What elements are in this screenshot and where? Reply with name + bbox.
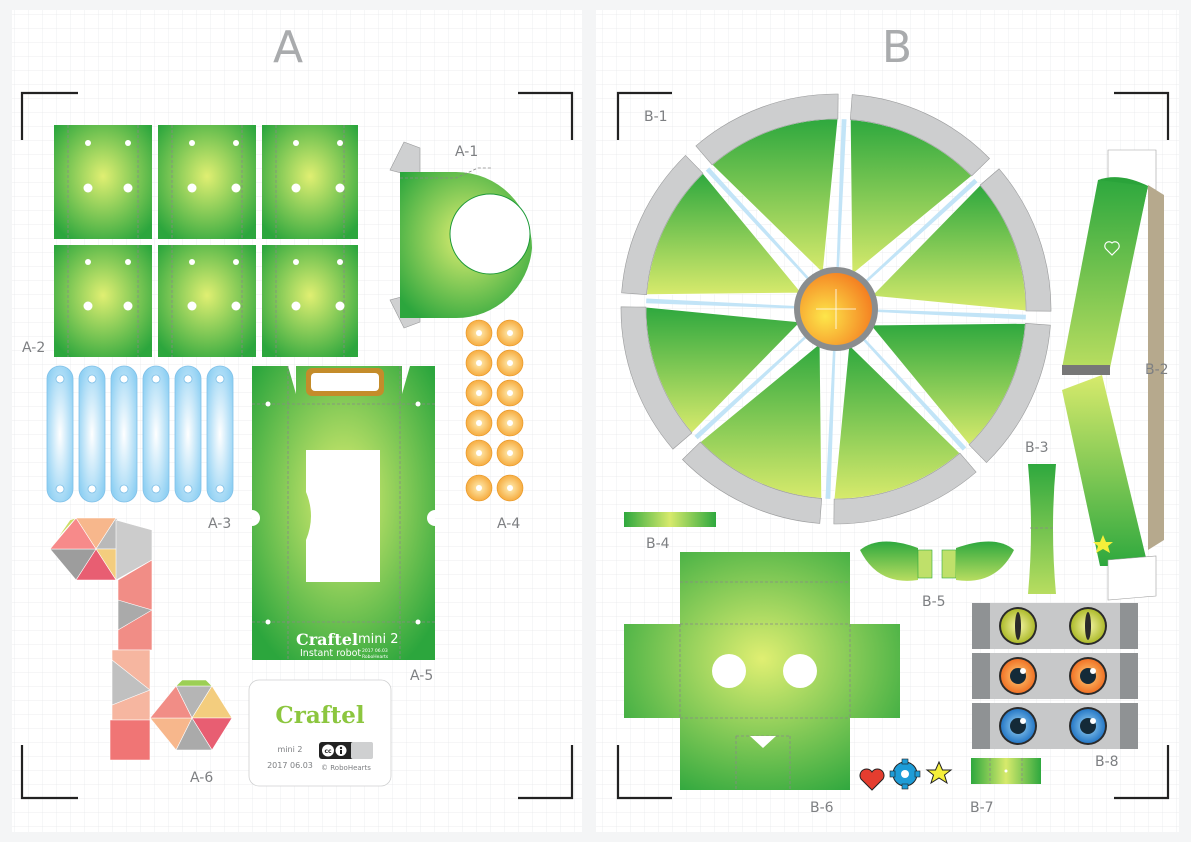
label-b6: B-6 <box>810 800 834 816</box>
label-b7: B-7 <box>970 800 994 816</box>
part-a3-straps <box>46 365 234 503</box>
fan-gap <box>705 167 812 282</box>
fan-gap <box>694 333 809 440</box>
label-a2: A-2 <box>22 340 45 356</box>
fan-blade-tab <box>968 322 1051 463</box>
blue-eyes <box>972 703 1138 749</box>
star-icon <box>925 760 953 785</box>
fan-blade-tab <box>833 452 977 525</box>
fan-blade-tab <box>979 168 1052 312</box>
gear-icon <box>889 758 921 790</box>
fan-blade-tab <box>682 441 823 524</box>
card-license: © RoboHearts <box>321 764 371 772</box>
fan-blade-tab <box>621 155 704 296</box>
body-maker: RoboHearts <box>362 654 389 660</box>
fan-blade-tab <box>620 306 693 450</box>
star-icon <box>1093 535 1113 553</box>
body-tagline: Instant robot <box>300 648 361 659</box>
label-b4: B-4 <box>646 536 670 552</box>
orange-eyes <box>972 653 1138 699</box>
body-brand: Craftel <box>296 630 358 649</box>
fan-blade-tab <box>695 93 839 166</box>
fan-gap <box>873 309 1026 320</box>
stickers <box>859 758 953 791</box>
label-b8: B-8 <box>1095 754 1119 770</box>
label-a5: A-5 <box>410 668 433 684</box>
credit-card: Craftel mini 2 2017 06.03 cc © RoboHeart… <box>248 679 392 787</box>
fan-gap <box>646 298 799 309</box>
heart-outline-icon <box>1104 241 1120 256</box>
part-b6-head <box>624 552 900 790</box>
label-a4: A-4 <box>497 516 520 532</box>
sheet-b-title: B <box>882 22 912 73</box>
registration-marks-a <box>20 91 574 800</box>
part-b5-ears <box>860 541 1014 581</box>
svg-text:cc: cc <box>324 748 332 755</box>
card-model: mini 2 <box>278 745 303 754</box>
card-date: 2017 06.03 <box>267 761 313 770</box>
fan-blade-tab <box>849 94 990 177</box>
body-model: mini 2 <box>358 632 399 647</box>
cc-by-icon: cc <box>319 742 373 759</box>
part-b8-eyes <box>972 603 1138 749</box>
fan-gap <box>836 119 847 272</box>
label-b2: B-2 <box>1145 362 1169 378</box>
sheet-b: B B-1 B-2 <box>596 10 1179 832</box>
label-a3: A-3 <box>208 516 231 532</box>
part-b3 <box>1028 464 1056 594</box>
label-b5: B-5 <box>922 594 946 610</box>
label-b1: B-1 <box>644 109 668 125</box>
label-a1: A-1 <box>455 144 478 160</box>
fan-gap <box>863 178 978 285</box>
fan-hub <box>794 267 878 351</box>
panel <box>54 125 358 357</box>
registration-marks-b <box>616 91 1170 800</box>
yellow-eyes <box>972 603 1138 649</box>
fan-gap <box>860 336 967 451</box>
fan-gap <box>825 346 836 499</box>
part-b7 <box>971 758 1041 784</box>
body-date: 2017 06.03 <box>362 648 388 654</box>
heart-icon <box>859 768 885 791</box>
part-a4-washers <box>465 319 524 502</box>
part-a1 <box>389 141 532 329</box>
part-b2-arm <box>1062 149 1164 601</box>
part-b4 <box>624 512 716 527</box>
label-b3: B-3 <box>1025 440 1049 456</box>
sheet-a: A <box>12 10 582 832</box>
sheet-a-title: A <box>273 22 303 73</box>
part-a5-body: Craftel mini 2 Instant robot 2017 06.03 … <box>252 366 435 660</box>
part-b1-fan <box>620 93 1052 525</box>
part-a2-panels <box>54 125 358 357</box>
part-a6-net <box>49 517 233 761</box>
label-a6: A-6 <box>190 770 213 786</box>
card-brand: Craftel <box>275 702 364 729</box>
